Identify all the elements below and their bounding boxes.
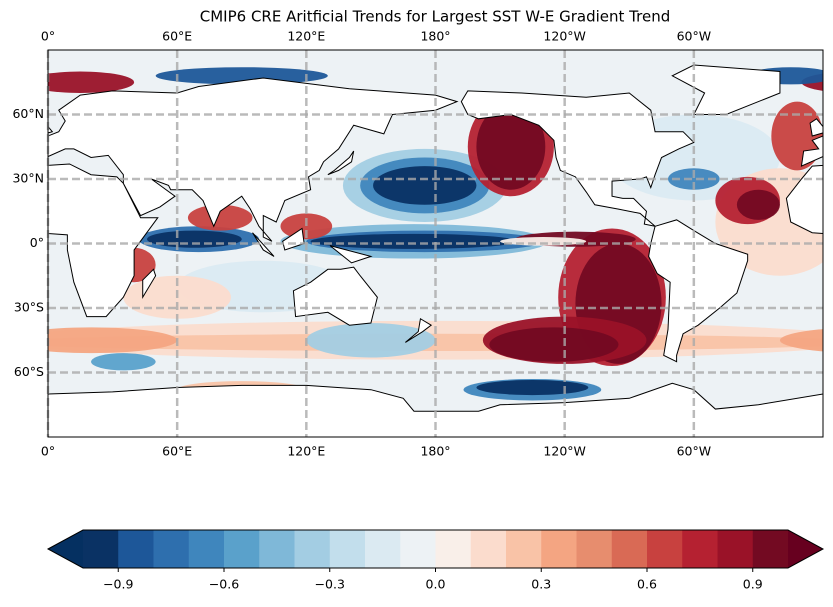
colorbar-bin — [647, 530, 683, 568]
colorbar-tick-label: 0.9 — [743, 577, 763, 592]
colorbar-tick-label: 0.6 — [637, 577, 657, 592]
colorbar-bin — [224, 530, 260, 568]
anomaly-region — [91, 353, 156, 371]
anomaly-region — [489, 327, 619, 362]
x-tick-label-bottom: 120°E — [287, 444, 325, 459]
anomaly-region — [779, 329, 823, 352]
anomaly-region — [476, 380, 589, 396]
colorbar-bin — [682, 530, 718, 568]
y-tick-label: 30°S — [14, 300, 44, 315]
landmass — [785, 164, 823, 235]
colorbar-tick-label: −0.6 — [209, 577, 239, 592]
x-tick-label-bottom: 120°W — [543, 444, 585, 459]
y-tick-label: 60°N — [12, 106, 44, 121]
anomaly-region — [147, 230, 242, 248]
anomaly-region — [48, 71, 135, 93]
colorbar-tick-label: −0.9 — [103, 577, 133, 592]
x-tick-label-top: 60°W — [677, 29, 712, 44]
colorbar-bin — [118, 530, 154, 568]
colorbar-bin — [576, 530, 613, 568]
x-tick-label-bottom: 180° — [420, 444, 450, 459]
y-tick-label: 30°N — [12, 171, 44, 186]
colorbar-bin — [506, 530, 542, 568]
landmass — [822, 393, 823, 437]
colorbar-bin — [717, 530, 754, 568]
anomaly-region — [476, 103, 546, 190]
colorbar-tick-label: −0.3 — [315, 577, 345, 592]
colorbar-bin — [611, 530, 648, 568]
anomaly-region — [668, 168, 720, 190]
x-tick-label-bottom: 60°E — [162, 444, 192, 459]
colorbar-bin — [294, 530, 331, 568]
landmass — [405, 317, 433, 343]
map-frame — [47, 49, 824, 438]
landmass — [48, 77, 459, 242]
colorbar-tick-label: 0.3 — [531, 577, 551, 592]
colorbar-bin — [541, 530, 577, 568]
colorbar-bin — [329, 530, 366, 568]
landmass — [252, 232, 275, 257]
anomaly-region — [48, 327, 178, 354]
anomaly-region — [187, 204, 253, 231]
colorbar-tick-label: 0.0 — [426, 577, 446, 592]
colorbar-bin — [752, 530, 789, 568]
y-tick-label: 0° — [30, 235, 44, 250]
colorbar-bin — [83, 530, 119, 568]
colorbar-over — [788, 530, 823, 568]
landmass — [800, 135, 823, 167]
y-tick-label: 60°S — [14, 364, 44, 379]
x-tick-label-top: 0° — [41, 29, 55, 44]
colorbar-bin — [153, 530, 190, 568]
colorbar-bin — [259, 530, 295, 568]
x-tick-label-top: 60°E — [162, 29, 192, 44]
anomaly-region — [155, 67, 328, 85]
x-tick-label-bottom: 0° — [41, 444, 55, 459]
colorbar-bin — [400, 530, 436, 568]
colorbar-bin — [188, 530, 225, 568]
x-tick-label-top: 180° — [420, 29, 450, 44]
colorbar-bin — [365, 530, 401, 568]
x-tick-label-top: 120°E — [287, 29, 325, 44]
colorbar-bin — [435, 530, 472, 568]
landmass — [292, 266, 378, 326]
landmass — [142, 268, 157, 300]
colorbar-frame — [46, 529, 825, 569]
anomaly-region — [306, 323, 436, 358]
landmass — [327, 150, 355, 176]
chart-title: CMIP6 CRE Aritficial Trends for Largest … — [200, 8, 670, 26]
colorbar-bin — [470, 530, 507, 568]
anomaly-region — [280, 213, 333, 240]
anomaly-region — [736, 189, 780, 220]
colorbar-under — [48, 530, 83, 568]
landmass — [809, 118, 823, 137]
landmass — [48, 382, 823, 437]
x-tick-label-top: 120°W — [543, 29, 585, 44]
landmass — [329, 245, 373, 264]
anomaly-region — [310, 233, 518, 249]
x-tick-label-bottom: 60°W — [677, 444, 712, 459]
anomaly-region — [373, 166, 477, 205]
landmass — [48, 163, 159, 318]
landmass — [460, 90, 695, 228]
landmass — [671, 64, 781, 115]
